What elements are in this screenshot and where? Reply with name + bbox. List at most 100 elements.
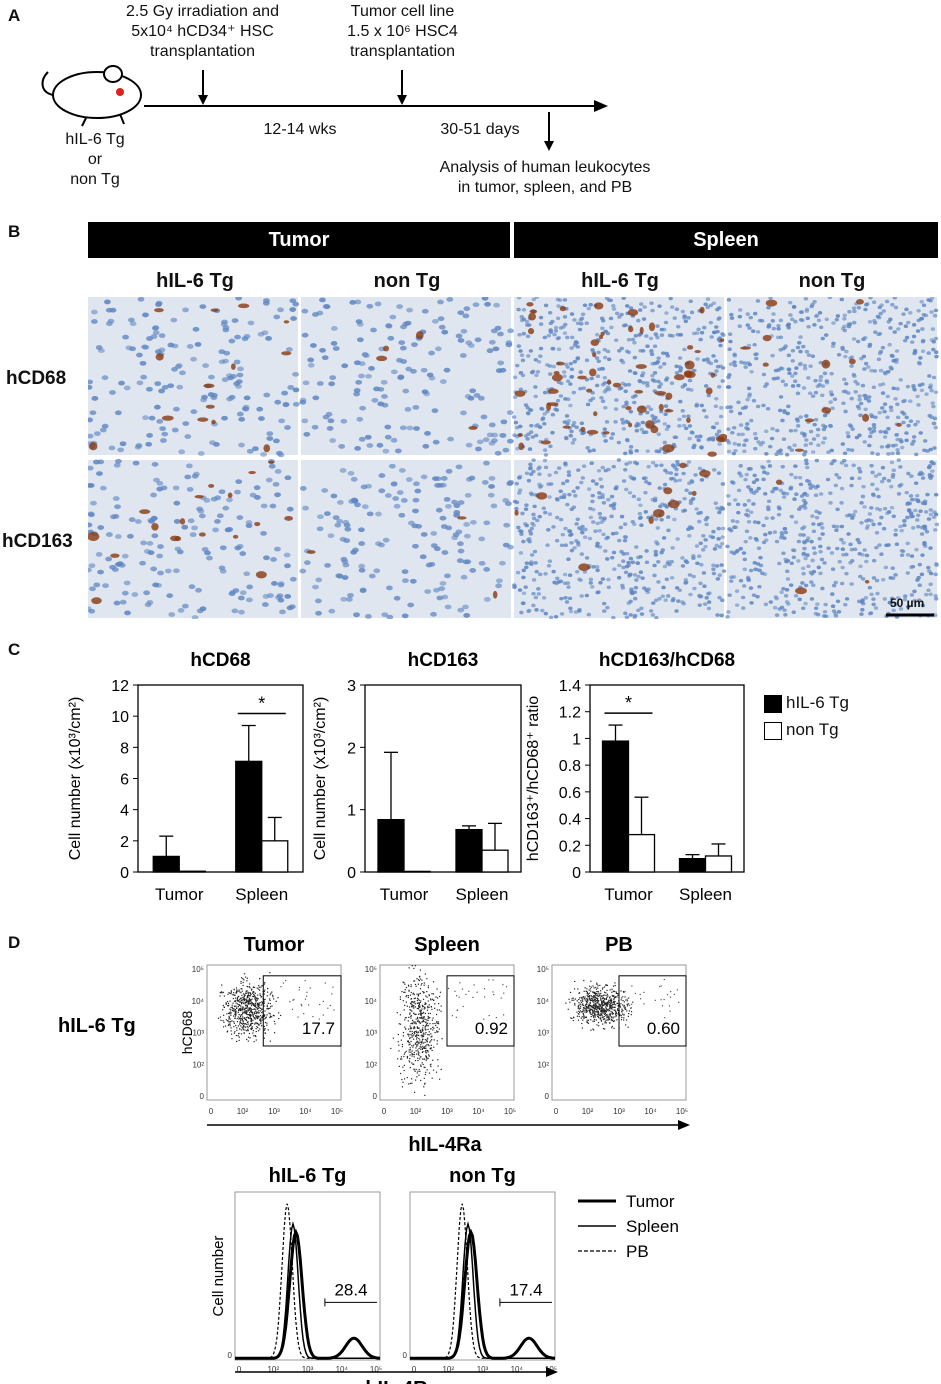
event-dot (241, 994, 243, 997)
event-dot (425, 1031, 427, 1034)
event-dot (245, 1012, 247, 1014)
event-dot (260, 1004, 262, 1006)
event-dot (425, 1003, 427, 1005)
event-dot (455, 1016, 457, 1018)
event-dot (237, 990, 239, 992)
event-dot (261, 1008, 263, 1011)
event-dot (428, 994, 430, 997)
event-dot (593, 998, 596, 1000)
event-dot (223, 1026, 225, 1028)
bar (235, 760, 263, 873)
bar-chart-3: hCD163/hCD6800.20.40.60.811.21.4hCD163⁺/… (525, 650, 745, 904)
event-dot (402, 1035, 405, 1037)
event-dot (266, 1008, 268, 1010)
event-dot (603, 1002, 605, 1004)
event-dot (427, 1000, 429, 1002)
event-dot (417, 1070, 419, 1072)
event-dot (258, 1024, 260, 1026)
event-dot (278, 1012, 280, 1014)
event-dot (605, 997, 607, 999)
interval1-label: 12-14 wks (263, 121, 337, 138)
event-dot (239, 1008, 241, 1010)
event-dot (584, 1007, 586, 1009)
x-category-label: Tumor (380, 885, 429, 904)
event-dot (261, 995, 263, 998)
event-dot (246, 990, 248, 992)
event-dot (571, 998, 573, 1000)
event-dot (419, 1031, 422, 1033)
event-dot (261, 985, 263, 987)
event-dot (614, 996, 616, 998)
event-dot (421, 1008, 423, 1010)
event-dot (402, 1066, 404, 1068)
event-dot (418, 1054, 420, 1056)
event-dot (273, 998, 275, 1000)
event-dot (596, 999, 599, 1001)
event-dot (417, 1032, 419, 1034)
event-dot (249, 995, 251, 997)
event-dot (269, 994, 271, 996)
event-dot (606, 1015, 608, 1018)
event-dot (426, 1050, 428, 1052)
event-dot (398, 1065, 400, 1067)
event-dot (597, 1006, 599, 1008)
event-dot (417, 1049, 419, 1051)
event-dot (454, 990, 456, 992)
event-dot (628, 1012, 630, 1015)
event-dot (500, 997, 502, 999)
event-dot (589, 1010, 591, 1012)
event-dot (621, 997, 623, 999)
event-dot (253, 991, 255, 993)
event-dot (264, 981, 266, 984)
event-dot (257, 1016, 260, 1018)
event-dot (236, 1027, 238, 1029)
event-dot (409, 1054, 411, 1056)
event-dot (614, 1009, 616, 1011)
event-dot (608, 1013, 610, 1015)
event-dot (420, 984, 422, 986)
event-dot (417, 1059, 419, 1062)
event-dot (600, 994, 602, 997)
event-dot (424, 1012, 426, 1015)
event-dot (404, 989, 406, 991)
legend-label-tg: hIL-6 Tg (786, 693, 850, 712)
event-dot (263, 1015, 265, 1017)
event-dot (234, 1000, 236, 1002)
event-dot (222, 1009, 224, 1011)
y-tick-label: 1 (572, 731, 581, 748)
x-tick-label: 10⁴ (644, 1107, 657, 1116)
event-dot (611, 1025, 613, 1028)
event-dot (623, 1001, 625, 1003)
event-dot (220, 1019, 222, 1021)
event-dot (427, 1037, 429, 1039)
histogram-curve-spleen (235, 1220, 380, 1360)
event-dot (586, 1010, 588, 1012)
event-dot (428, 1031, 430, 1033)
event-dot (594, 1000, 597, 1002)
event-dot (430, 1065, 432, 1068)
event-dot (424, 1039, 426, 1041)
event-dot (416, 993, 418, 995)
event-dot (240, 997, 242, 999)
event-dot (408, 1051, 410, 1053)
event-dot (606, 989, 608, 992)
event-dot (609, 1005, 611, 1007)
event-dot (257, 1004, 259, 1006)
event-dot (241, 1003, 243, 1005)
event-dot (613, 1009, 615, 1011)
event-dot (582, 1000, 584, 1002)
event-dot (581, 1003, 583, 1005)
event-dot (247, 1030, 249, 1032)
event-dot (451, 1015, 454, 1017)
event-dot (258, 984, 260, 987)
event-dot (246, 1016, 248, 1018)
event-dot (623, 1017, 625, 1019)
event-dot (424, 1082, 426, 1084)
event-dot (269, 1006, 272, 1008)
event-dot (244, 1029, 246, 1031)
event-dot (417, 994, 420, 996)
event-dot (420, 1029, 422, 1032)
col-title-tumor-tg: hIL-6 Tg (156, 270, 234, 292)
event-dot (583, 1017, 585, 1019)
